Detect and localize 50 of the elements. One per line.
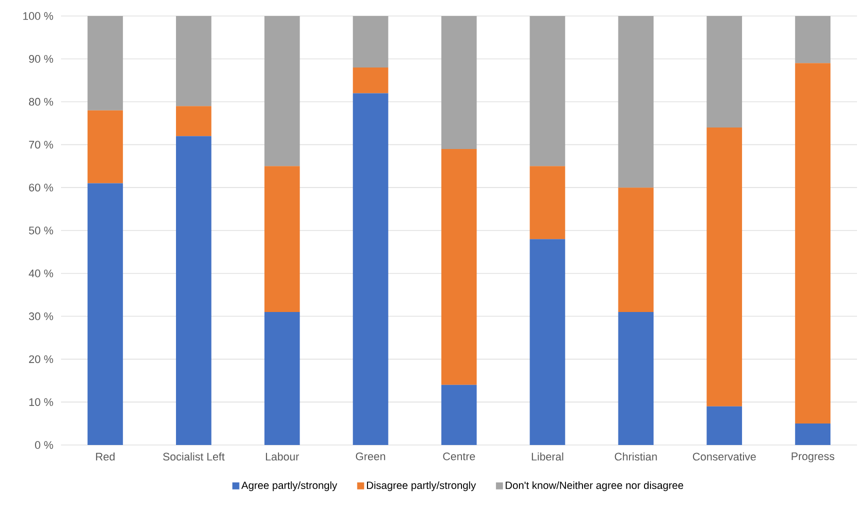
bar: [530, 239, 566, 445]
legend-label: Don't know/Neither agree nor disagree: [506, 481, 684, 492]
y-tick-label: 0 %: [35, 441, 54, 449]
bar: [176, 16, 212, 106]
bar: [795, 16, 830, 64]
bar: [176, 106, 212, 136]
bar: [706, 128, 742, 406]
bar: [618, 188, 654, 312]
bar: [88, 110, 123, 184]
bar: [795, 424, 830, 445]
bar: [530, 166, 566, 240]
y-tick-label: 100 %: [23, 12, 54, 20]
x-tick-label: Green: [356, 452, 386, 460]
y-tick-label: 40 %: [28, 270, 54, 278]
x-tick-label: Liberal: [532, 452, 564, 461]
bar: [618, 16, 654, 188]
y-tick-label: 10 %: [29, 398, 54, 406]
y-tick-label: 30 %: [28, 312, 54, 320]
y-tick-label: 70 %: [29, 140, 54, 149]
bar: [176, 136, 212, 445]
y-tick-label: 50 %: [28, 226, 54, 234]
legend-label: Disagree partly/strongly: [366, 481, 476, 492]
bar: [530, 16, 566, 166]
x-tick-label: Christian: [614, 452, 657, 461]
bar: [795, 63, 830, 424]
x-tick-label: Labour: [266, 452, 299, 461]
x-tick-label: Socialist Left: [163, 452, 225, 461]
bar: [352, 67, 388, 94]
bar: [352, 16, 388, 68]
bar: [441, 384, 477, 445]
y-tick-label: 60 %: [29, 184, 54, 192]
bar: [88, 183, 123, 445]
bar: [264, 312, 300, 445]
bar: [352, 93, 388, 445]
x-tick-label: Conservative: [692, 452, 756, 461]
bar: [88, 16, 123, 110]
bar: [441, 16, 477, 149]
bar: [618, 312, 654, 445]
x-tick-label: Red: [96, 452, 115, 461]
bar: [264, 166, 300, 312]
bar: [264, 16, 300, 166]
x-tick-label: Centre: [443, 452, 475, 460]
y-tick-label: 20 %: [29, 355, 54, 364]
bar: [706, 16, 742, 128]
y-tick-label: 90 %: [29, 55, 54, 63]
x-tick-label: Progress: [792, 452, 834, 462]
bar: [706, 406, 742, 445]
y-tick-label: 80 %: [28, 98, 54, 106]
legend-label: Agree partly/strongly: [241, 481, 338, 492]
bar: [441, 148, 477, 385]
